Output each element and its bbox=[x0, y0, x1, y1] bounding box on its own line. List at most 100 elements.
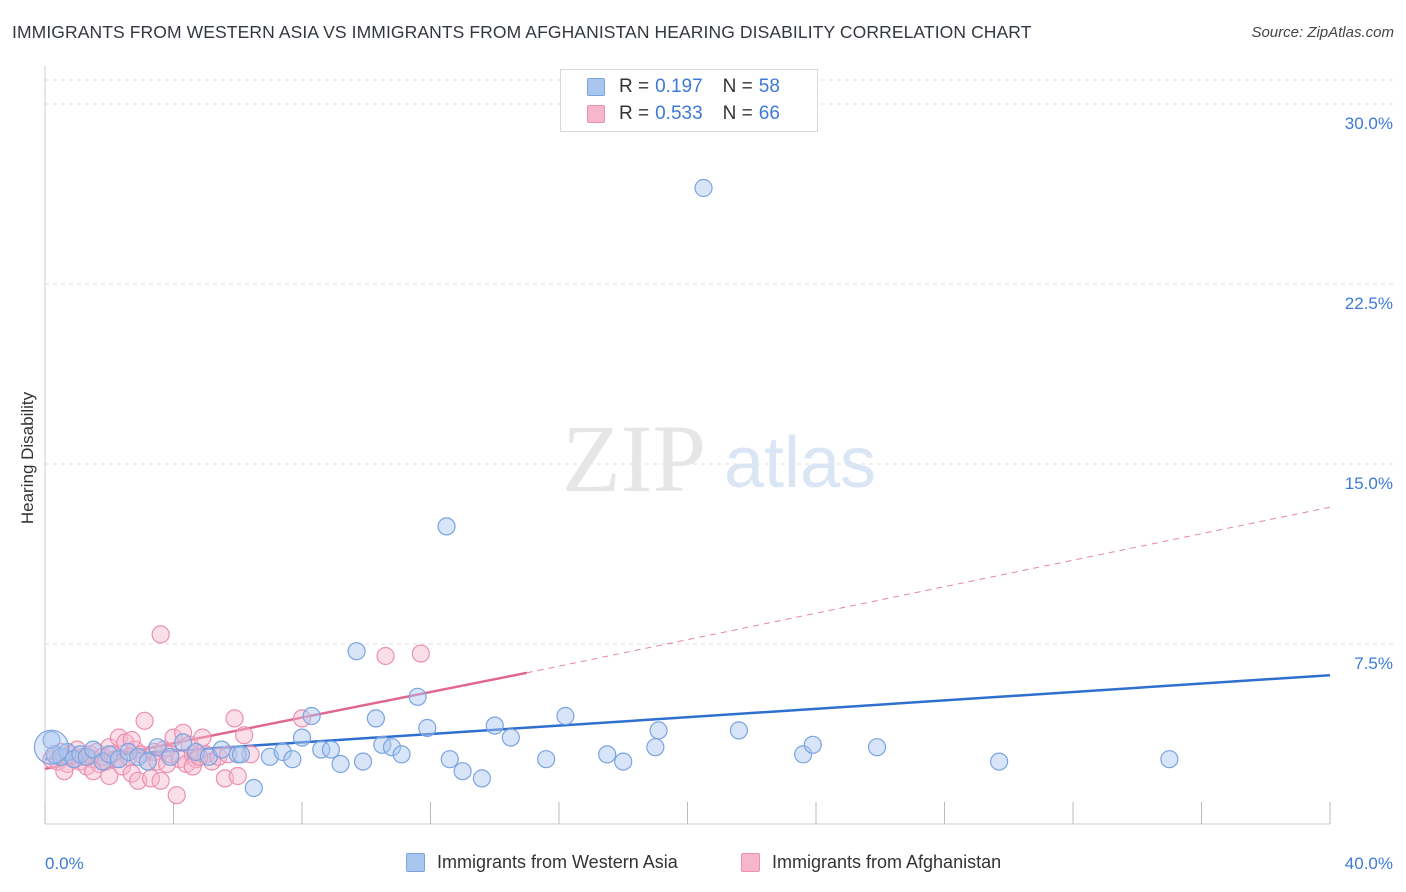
point-western-asia bbox=[537, 750, 556, 769]
trendline-western-asia bbox=[44, 673, 1331, 761]
point-western-asia bbox=[729, 721, 749, 740]
point-afghanistan bbox=[122, 730, 141, 750]
point-afghanistan bbox=[228, 766, 247, 786]
point-western-asia bbox=[392, 745, 411, 764]
y-tick-label: 30.0% bbox=[1345, 114, 1393, 133]
point-western-asia bbox=[302, 706, 321, 726]
legend-swatch-pink bbox=[587, 105, 605, 123]
point-western-asia-cluster bbox=[33, 729, 70, 765]
point-western-asia bbox=[212, 740, 231, 759]
series-legend-western-asia: Immigrants from Western Asia bbox=[406, 852, 678, 873]
watermark-atlas: atlas bbox=[724, 423, 876, 503]
legend-n-label: N = bbox=[722, 103, 753, 124]
series-label: Immigrants from Afghanistan bbox=[772, 852, 1002, 872]
correlation-legend: R = 0.197 N = 58 R = 0.533 N = 66 bbox=[560, 69, 818, 132]
legend-r-value: 0.533 bbox=[655, 103, 703, 124]
point-western-asia bbox=[556, 706, 575, 726]
point-western-asia bbox=[109, 750, 128, 769]
point-afghanistan bbox=[411, 644, 430, 663]
point-afghanistan bbox=[241, 745, 260, 764]
point-afghanistan bbox=[235, 726, 254, 745]
point-western-asia bbox=[440, 750, 459, 769]
point-western-asia bbox=[100, 745, 119, 764]
point-western-asia bbox=[990, 752, 1009, 771]
point-western-asia bbox=[614, 752, 633, 771]
point-afghanistan bbox=[151, 625, 170, 644]
point-western-asia bbox=[161, 747, 180, 766]
point-western-asia bbox=[485, 716, 504, 735]
watermark: ZIP atlas bbox=[562, 405, 876, 512]
point-western-asia bbox=[129, 747, 148, 766]
point-western-asia bbox=[803, 735, 822, 754]
point-afghanistan bbox=[167, 786, 186, 805]
point-western-asia bbox=[273, 742, 292, 762]
legend-n-value: 58 bbox=[758, 76, 780, 97]
point-western-asia bbox=[366, 709, 385, 728]
point-western-asia bbox=[408, 687, 427, 706]
point-western-asia bbox=[598, 745, 617, 764]
point-western-asia bbox=[292, 728, 312, 747]
point-western-asia bbox=[382, 738, 402, 757]
legend-row-afghanistan: R = 0.533 N = 66 bbox=[587, 101, 780, 127]
grid-layer bbox=[45, 79, 1394, 645]
point-afghanistan bbox=[55, 762, 74, 781]
point-afghanistan bbox=[135, 711, 154, 730]
x-tick-label: 0.0% bbox=[45, 854, 84, 873]
point-western-asia bbox=[794, 745, 813, 764]
y-tick-label: 22.5% bbox=[1345, 294, 1393, 313]
point-western-asia bbox=[331, 754, 350, 774]
point-western-asia bbox=[42, 730, 61, 750]
point-afghanistan bbox=[151, 771, 170, 790]
legend-r-label: R = bbox=[619, 103, 650, 124]
series-legend-afghanistan: Immigrants from Afghanistan bbox=[741, 852, 1001, 873]
y-axis-label: Hearing Disability bbox=[18, 391, 37, 525]
point-afghanistan bbox=[164, 728, 183, 747]
trendline-afghanistan-extension bbox=[526, 506, 1331, 674]
point-afghanistan bbox=[376, 646, 395, 666]
point-western-asia bbox=[694, 178, 713, 198]
watermark-zip: ZIP bbox=[562, 405, 706, 512]
point-western-asia bbox=[472, 769, 491, 788]
axis-layer bbox=[44, 66, 1331, 825]
point-western-asia bbox=[418, 718, 437, 738]
legend-n-label: N = bbox=[722, 76, 753, 97]
point-western-asia bbox=[321, 740, 341, 759]
chart-title: IMMIGRANTS FROM WESTERN ASIA VS IMMIGRAN… bbox=[12, 22, 1032, 42]
legend-r-label: R = bbox=[619, 76, 650, 97]
point-afghanistan bbox=[225, 709, 244, 728]
point-western-asia bbox=[646, 738, 665, 757]
point-western-asia bbox=[867, 738, 887, 757]
point-western-asia bbox=[231, 745, 251, 764]
y-tick-label: 7.5% bbox=[1354, 654, 1393, 673]
point-western-asia bbox=[353, 752, 373, 771]
source-label: Source: ZipAtlas.com bbox=[1251, 24, 1394, 41]
point-afghanistan bbox=[122, 764, 141, 783]
point-western-asia bbox=[312, 740, 331, 759]
legend-swatch-blue bbox=[587, 78, 605, 96]
point-western-asia bbox=[501, 728, 520, 747]
series-swatch-blue bbox=[406, 853, 425, 872]
y-tick-label: 15.0% bbox=[1345, 474, 1393, 493]
legend-r-value: 0.197 bbox=[655, 76, 703, 97]
point-western-asia bbox=[1160, 750, 1179, 769]
point-western-asia bbox=[649, 721, 668, 740]
point-western-asia bbox=[148, 738, 167, 757]
x-tick-label: 40.0% bbox=[1345, 854, 1393, 873]
legend-row-western-asia: R = 0.197 N = 58 bbox=[587, 74, 780, 100]
legend-n-value: 66 bbox=[758, 103, 780, 124]
point-western-asia bbox=[174, 733, 193, 752]
point-afghanistan bbox=[190, 747, 209, 766]
point-western-asia bbox=[453, 762, 472, 781]
point-western-asia bbox=[138, 752, 157, 771]
point-western-asia bbox=[119, 742, 138, 762]
series-label: Immigrants from Western Asia bbox=[437, 852, 678, 872]
point-western-asia bbox=[283, 750, 302, 769]
point-western-asia bbox=[244, 778, 263, 798]
points-layer bbox=[33, 178, 1179, 805]
point-western-asia bbox=[437, 517, 456, 536]
tick-label-layer: 7.5% 15.0% 22.5% 30.0% 0.0% 40.0% bbox=[45, 114, 1393, 873]
series-swatch-pink bbox=[741, 853, 760, 872]
point-western-asia bbox=[347, 642, 366, 661]
point-afghanistan bbox=[183, 757, 202, 776]
